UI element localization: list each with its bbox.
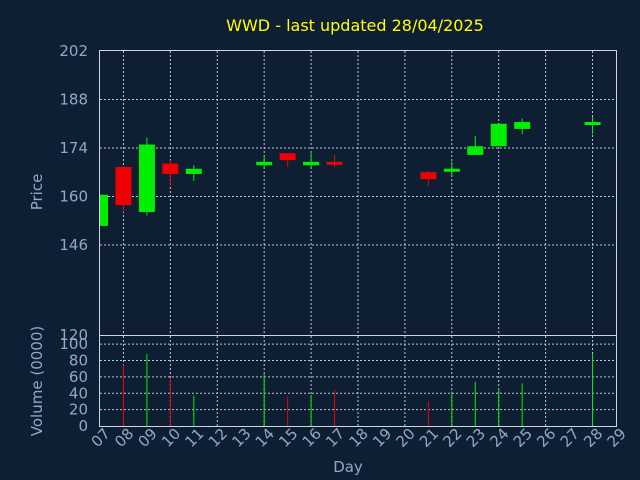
x-tick-label: 29 — [604, 425, 630, 451]
candle-body — [467, 146, 484, 155]
volume-tick-label: 40 — [69, 384, 88, 402]
x-tick-label: 20 — [393, 425, 419, 451]
candle-body — [326, 161, 343, 165]
candle-body — [279, 153, 296, 161]
candle-body — [256, 161, 273, 166]
x-tick-label: 19 — [369, 425, 395, 451]
x-tick-label: 15 — [275, 425, 301, 451]
candle-body — [420, 172, 437, 180]
x-tick-label: 27 — [557, 425, 583, 451]
candle-body — [138, 144, 155, 213]
price-tick-label: 202 — [59, 42, 88, 60]
x-tick-label: 24 — [486, 425, 512, 451]
price-tick-label: 120 — [59, 326, 88, 344]
x-tick-label: 21 — [416, 425, 442, 451]
x-tick-label: 10 — [158, 425, 184, 451]
price-panel: 120 146 160 174 188 202 — [59, 42, 616, 344]
x-tick-label: 13 — [228, 425, 254, 451]
candle-body — [185, 168, 202, 174]
price-tick-label: 160 — [59, 187, 88, 205]
x-tick-label: 28 — [580, 425, 606, 451]
volume-tick-label: 0 — [78, 417, 88, 435]
volume-tick-label: 20 — [69, 401, 88, 419]
volume-axis-title: Volume (0000) — [28, 326, 46, 436]
x-tick-label: 17 — [322, 425, 348, 451]
x-tick-label: 16 — [299, 425, 325, 451]
x-tick-label: 12 — [205, 425, 231, 451]
volume-tick-label: 60 — [69, 368, 88, 386]
candle-body — [100, 194, 108, 226]
x-tick-label: 07 — [88, 425, 114, 451]
volume-frame — [99, 335, 617, 427]
candle-body — [584, 122, 601, 125]
chart-title: WWD - last updated 28/04/2025 — [226, 16, 484, 35]
x-axis-title: Day — [333, 458, 363, 476]
candle-body — [303, 161, 320, 166]
x-tick-label: 11 — [181, 425, 207, 451]
volume-tick-label: 100 — [59, 335, 88, 353]
x-tick-label: 25 — [510, 425, 536, 451]
candle-body — [514, 122, 531, 129]
price-tick-label: 146 — [59, 236, 88, 254]
x-tick-label: 22 — [439, 425, 465, 451]
x-tick-label: 08 — [111, 425, 137, 451]
price-tick-label: 174 — [59, 139, 88, 157]
x-tick-label: 18 — [346, 425, 372, 451]
price-tick-label: 188 — [59, 90, 88, 108]
candle-body — [115, 167, 132, 206]
price-axis-title: Price — [28, 174, 46, 211]
volume-tick-label: 80 — [69, 352, 88, 370]
candle-body — [443, 168, 460, 172]
x-tick-label: 09 — [135, 425, 161, 451]
x-tick-label: 23 — [463, 425, 489, 451]
candle-body — [162, 163, 179, 174]
candle-body — [490, 123, 507, 147]
x-tick-label: 14 — [252, 425, 278, 451]
x-axis: 0708091011121314151617181920212223242526… — [88, 425, 630, 451]
x-tick-label: 26 — [533, 425, 559, 451]
